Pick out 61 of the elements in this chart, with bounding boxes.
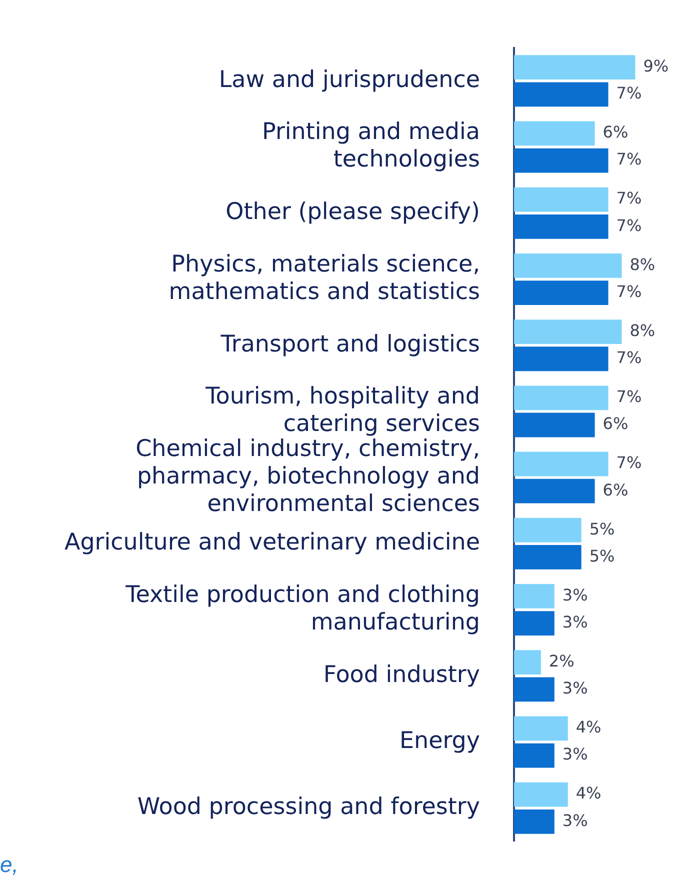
data-label: 3% <box>562 744 588 764</box>
y-tick-label: Tourism, hospitality and catering services <box>204 384 480 438</box>
y-tick-label: Printing and media technologies <box>262 119 480 173</box>
bar <box>514 809 554 834</box>
bar <box>514 412 595 438</box>
y-tick-label: Agriculture and veterinary medicine <box>64 530 480 556</box>
data-label: 8% <box>630 320 656 340</box>
data-label: 7% <box>616 282 642 301</box>
bar <box>514 611 554 636</box>
bar <box>514 545 582 570</box>
bar <box>514 452 608 476</box>
bar <box>514 782 568 807</box>
y-tick-label: Transport and logistics <box>220 331 480 358</box>
data-label: 9% <box>643 56 669 76</box>
y-tick-label: Energy <box>399 728 480 754</box>
data-label: 7% <box>616 387 642 406</box>
text: e, <box>0 852 18 878</box>
data-label: 5% <box>589 546 615 566</box>
bar <box>514 346 608 372</box>
data-label: 6% <box>602 414 628 434</box>
data-label: 4% <box>576 784 602 803</box>
bar <box>514 584 554 608</box>
data-label: 3% <box>562 678 588 698</box>
y-tick-label: Physics, materials science, mathematics and statistics <box>168 251 480 305</box>
bar <box>514 148 608 173</box>
data-label: 6% <box>602 122 628 142</box>
bar <box>514 743 554 768</box>
data-label: 3% <box>562 585 588 604</box>
bar <box>514 187 608 212</box>
data-label: 7% <box>616 348 642 368</box>
data-label: 6% <box>602 480 628 500</box>
data-label: 8% <box>630 254 656 274</box>
data-label: 3% <box>562 810 588 830</box>
bar <box>514 82 608 107</box>
bar <box>514 386 608 410</box>
data-label: 7% <box>616 188 642 208</box>
y-tick-label: Law and jurisprudence <box>218 66 480 93</box>
bar <box>514 320 622 344</box>
data-label: 3% <box>562 612 588 632</box>
bar <box>514 121 595 146</box>
y-tick-label: Other (please specify) <box>226 199 480 226</box>
data-label: 7% <box>616 84 642 103</box>
bar <box>514 677 554 702</box>
y-tick-label: Food industry <box>323 662 480 688</box>
y-tick-label: Chemical industry, chemistry, pharmacy, biotechnology and environmental sciences <box>136 436 480 518</box>
data-label: 4% <box>576 718 602 737</box>
data-label: 7% <box>616 150 642 169</box>
bar <box>514 253 622 278</box>
data-label: 7% <box>616 453 642 472</box>
data-label: 7% <box>616 216 642 235</box>
bar <box>514 650 541 675</box>
data-label: 2% <box>548 652 574 671</box>
data-label: 5% <box>589 519 615 538</box>
bar <box>514 716 568 741</box>
bar <box>514 518 582 542</box>
y-tick-label: Wood processing and forestry <box>137 794 480 820</box>
y-tick-label: Textile production and clothing manufacturing <box>124 582 480 636</box>
bar <box>514 55 636 80</box>
bar <box>514 214 608 239</box>
bar <box>514 478 595 504</box>
bar <box>514 280 608 305</box>
